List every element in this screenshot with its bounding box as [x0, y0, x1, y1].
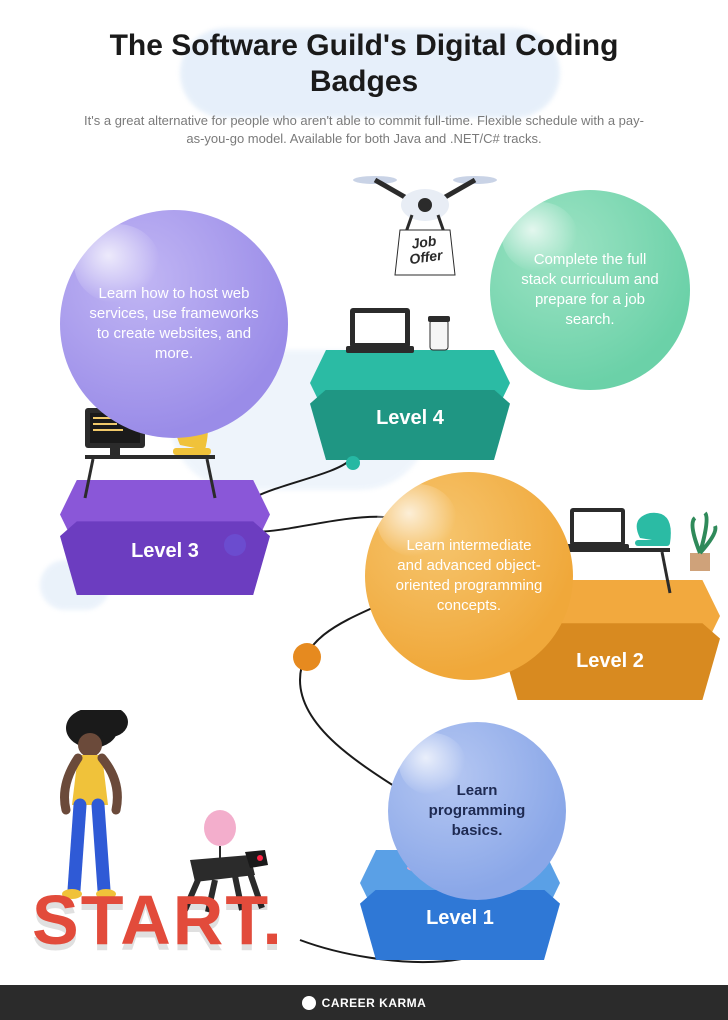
footer: CAREER KARMA: [0, 985, 728, 1020]
level-4-text: Complete the full stack curriculum and p…: [518, 250, 662, 331]
desk-icon: [330, 298, 490, 368]
level-4-bubble: Complete the full stack curriculum and p…: [490, 190, 690, 390]
start-label: START.: [32, 880, 284, 960]
infographic-canvas: The Software Guild's Digital Coding Badg…: [0, 0, 728, 985]
level-3-bubble: Learn how to host web services, use fram…: [60, 210, 288, 438]
level-1-text: Learn programming basics.: [416, 781, 538, 842]
level-1-label: Level 1: [360, 907, 560, 930]
path-dot: [346, 456, 360, 470]
level-2-text: Learn intermediate and advanced object-o…: [393, 536, 545, 617]
drone-icon: [350, 165, 500, 285]
page-subtitle: It's a great alternative for people who …: [0, 112, 728, 148]
brand-logo-icon: [302, 996, 316, 1010]
page-title: The Software Guild's Digital Coding Badg…: [0, 28, 728, 100]
level-2-bubble: Learn intermediate and advanced object-o…: [365, 472, 573, 680]
level-4-label: Level 4: [310, 407, 510, 430]
path-dot: [293, 643, 321, 671]
path-dot: [224, 534, 246, 556]
level-1-bubble: Learn programming basics.: [388, 722, 566, 900]
level-3-text: Learn how to host web services, use fram…: [88, 284, 260, 365]
brand-name: CAREER KARMA: [322, 996, 427, 1010]
